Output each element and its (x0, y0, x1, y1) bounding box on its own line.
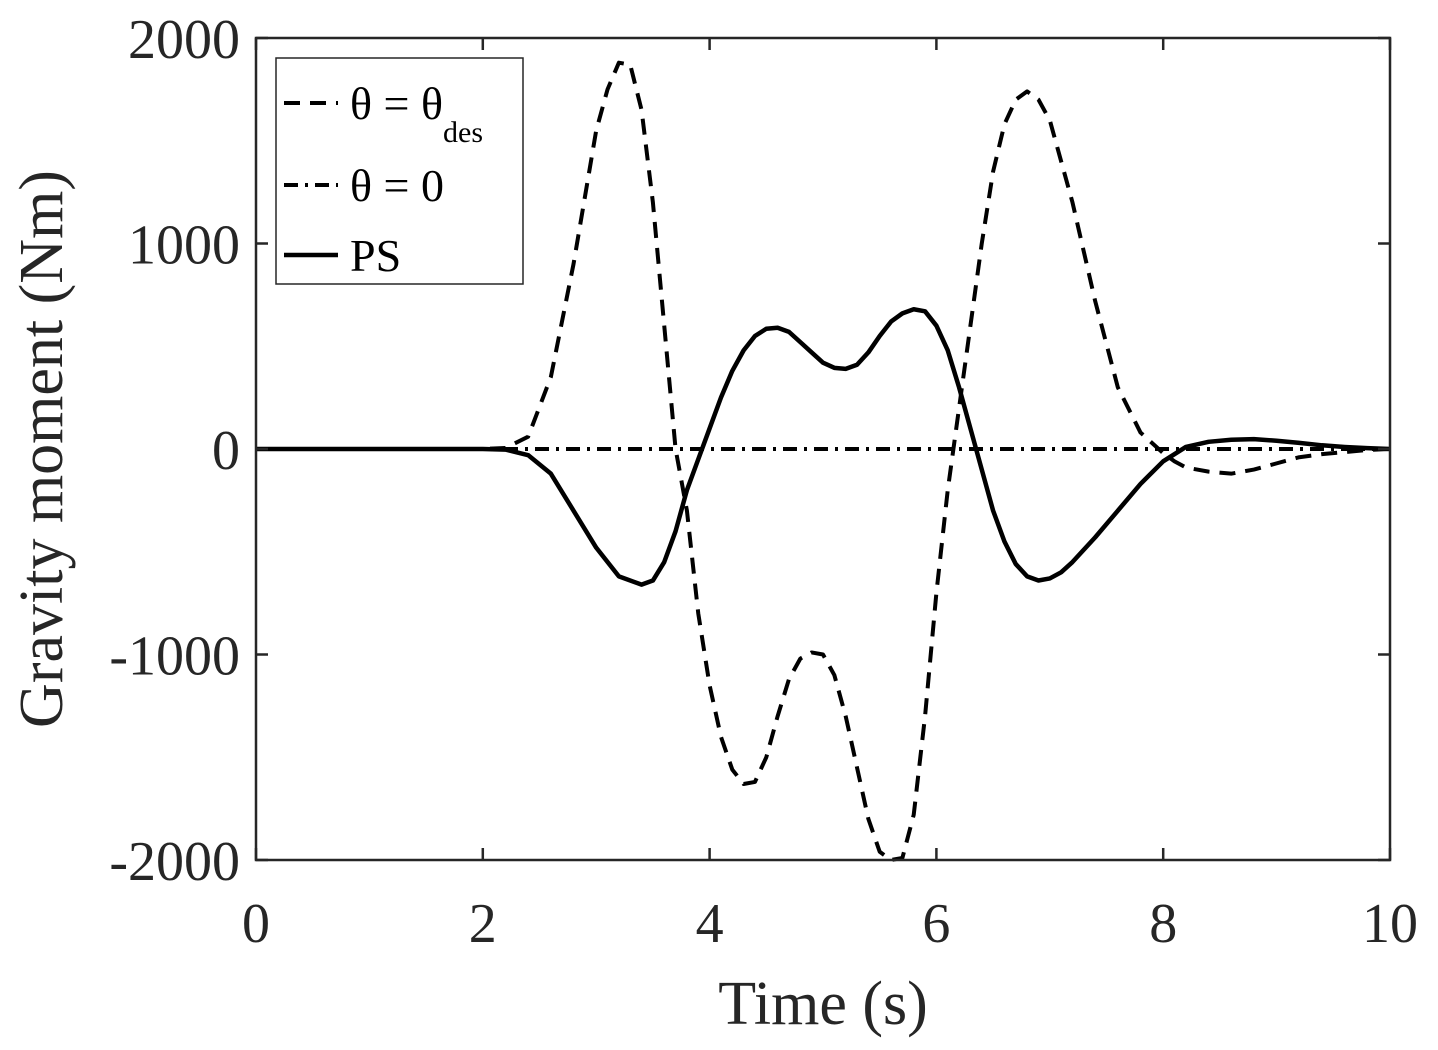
x-tick-label: 0 (242, 893, 270, 955)
tick-layer: 0 2 4 6 8 10 -2000 -1000 0 1000 2000 (109, 9, 1418, 955)
y-axis-label: Gravity moment (Nm) (8, 170, 76, 728)
x-tick-label: 2 (469, 893, 497, 955)
x-axis-label: Time (s) (718, 970, 928, 1038)
legend-label-1: θ = 0 (350, 160, 444, 211)
series-layer (256, 60, 1391, 862)
series-line-2 (256, 307, 1391, 587)
y-tick-label: 2000 (128, 9, 240, 71)
x-tick-label: 10 (1362, 893, 1418, 955)
y-tick-label: 1000 (128, 215, 240, 277)
x-tick-label: 4 (696, 893, 724, 955)
x-tick-label: 6 (922, 893, 950, 955)
legend-label-2: PS (350, 230, 401, 281)
x-tick-label: 8 (1149, 893, 1177, 955)
y-tick-label: 0 (212, 420, 240, 482)
legend-box (275, 57, 524, 285)
y-tick-label: -2000 (109, 831, 240, 893)
y-tick-label: -1000 (109, 626, 240, 688)
